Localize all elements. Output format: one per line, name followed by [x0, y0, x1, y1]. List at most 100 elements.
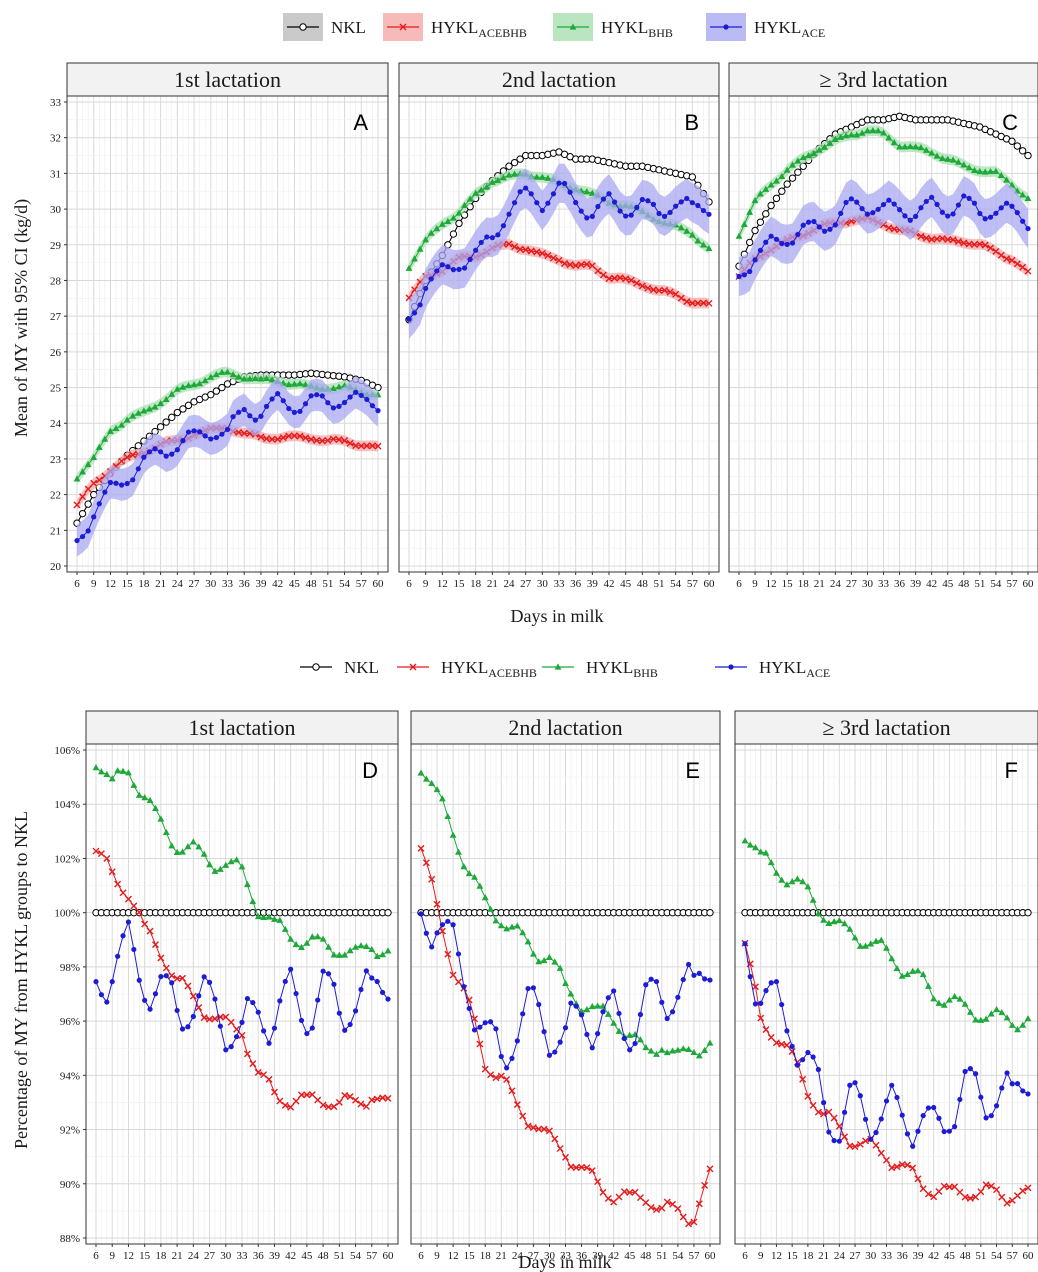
data-point: [578, 1012, 585, 1018]
data-point: [888, 1164, 896, 1172]
data-point: [820, 916, 828, 923]
data-point: [125, 919, 132, 925]
data-point: [107, 479, 114, 486]
data-point: [870, 210, 876, 216]
data-point: [562, 1025, 569, 1031]
data-point: [218, 368, 226, 375]
panel-title: ≥ 3rd lactation: [819, 67, 947, 92]
data-point: [899, 1112, 905, 1118]
data-point: [325, 400, 331, 406]
data-point: [330, 384, 337, 392]
data-point: [375, 408, 381, 414]
data-point: [772, 194, 781, 203]
data-point: [288, 966, 294, 972]
data-point: [762, 185, 770, 192]
data-point: [184, 401, 193, 410]
data-point: [778, 876, 786, 883]
data-point: [778, 172, 786, 180]
data-point: [449, 230, 458, 238]
data-point: [118, 482, 125, 488]
x-tick-label: 60: [383, 1250, 395, 1262]
data-point: [883, 1156, 890, 1164]
data-point: [873, 1129, 879, 1136]
legend-label-main: HYKL: [759, 658, 806, 677]
x-tick-label: 51: [322, 578, 333, 590]
data-point: [685, 961, 692, 968]
data-point: [992, 247, 1000, 255]
data-point: [196, 993, 202, 999]
data-point: [102, 489, 108, 495]
data-point: [228, 1044, 234, 1050]
x-tick-label: 21: [818, 1250, 829, 1262]
x-tick-label: 30: [537, 578, 549, 590]
data-point: [455, 848, 462, 855]
x-tick-label: 33: [881, 1250, 893, 1262]
data-point: [504, 1065, 510, 1071]
panel-border: [398, 95, 720, 573]
data-point: [520, 1011, 526, 1017]
data-point: [1008, 1021, 1016, 1028]
series-HYKL_ACE: [736, 176, 1031, 297]
x-tick-label: 24: [830, 578, 842, 590]
data-point: [352, 442, 360, 450]
data-point: [456, 266, 462, 272]
x-tick-label: 42: [608, 1250, 619, 1262]
data-point: [201, 974, 207, 980]
data-point: [993, 1005, 1000, 1013]
data-point: [433, 224, 441, 232]
data-point: [925, 982, 932, 989]
data-point: [705, 299, 713, 307]
data-point: [455, 219, 463, 228]
data-point: [914, 1175, 922, 1183]
data-point: [465, 869, 473, 877]
data-point: [931, 1104, 937, 1111]
data-point: [303, 1091, 311, 1099]
x-tick-label: 57: [356, 578, 368, 590]
x-tick-label: 57: [366, 1250, 378, 1262]
data-point: [751, 226, 759, 235]
x-tick-label: 9: [91, 578, 97, 590]
data-point: [645, 198, 651, 204]
data-point: [794, 1062, 801, 1068]
data-point: [120, 933, 126, 939]
data-point: [250, 999, 256, 1006]
y-tick-label: 22: [50, 490, 61, 502]
data-point: [534, 200, 540, 206]
data-point: [768, 980, 774, 986]
data-point: [567, 189, 573, 195]
data-point: [951, 992, 959, 1000]
x-tick-label: 6: [93, 1250, 99, 1262]
data-point: [90, 479, 98, 487]
data-point: [422, 859, 430, 867]
data-point: [108, 868, 116, 876]
data-point: [919, 970, 927, 978]
data-point: [263, 374, 270, 382]
data-point: [134, 409, 142, 416]
data-point: [271, 915, 278, 922]
data-point: [266, 1040, 272, 1046]
data-point: [218, 383, 226, 392]
x-tick-label: 24: [504, 578, 516, 590]
panel-border: [85, 743, 399, 1245]
data-point: [909, 1164, 917, 1172]
data-point: [1019, 263, 1027, 271]
data-point: [434, 268, 440, 274]
data-point: [433, 900, 441, 908]
data-point: [852, 1080, 858, 1086]
legend-key: [283, 13, 323, 41]
data-point: [915, 1128, 921, 1134]
panel-strip: [734, 710, 1038, 745]
data-point: [741, 272, 747, 278]
data-point: [152, 446, 158, 452]
data-point: [522, 246, 530, 254]
data-point: [636, 1194, 644, 1202]
data-point: [257, 375, 265, 382]
data-point: [961, 1000, 969, 1007]
data-point: [890, 225, 898, 233]
data-point: [417, 844, 425, 852]
data-point: [856, 1140, 864, 1148]
data-point: [141, 920, 149, 928]
x-tick-label: 27: [850, 1250, 862, 1262]
data-point: [373, 952, 381, 960]
data-point: [184, 982, 192, 990]
